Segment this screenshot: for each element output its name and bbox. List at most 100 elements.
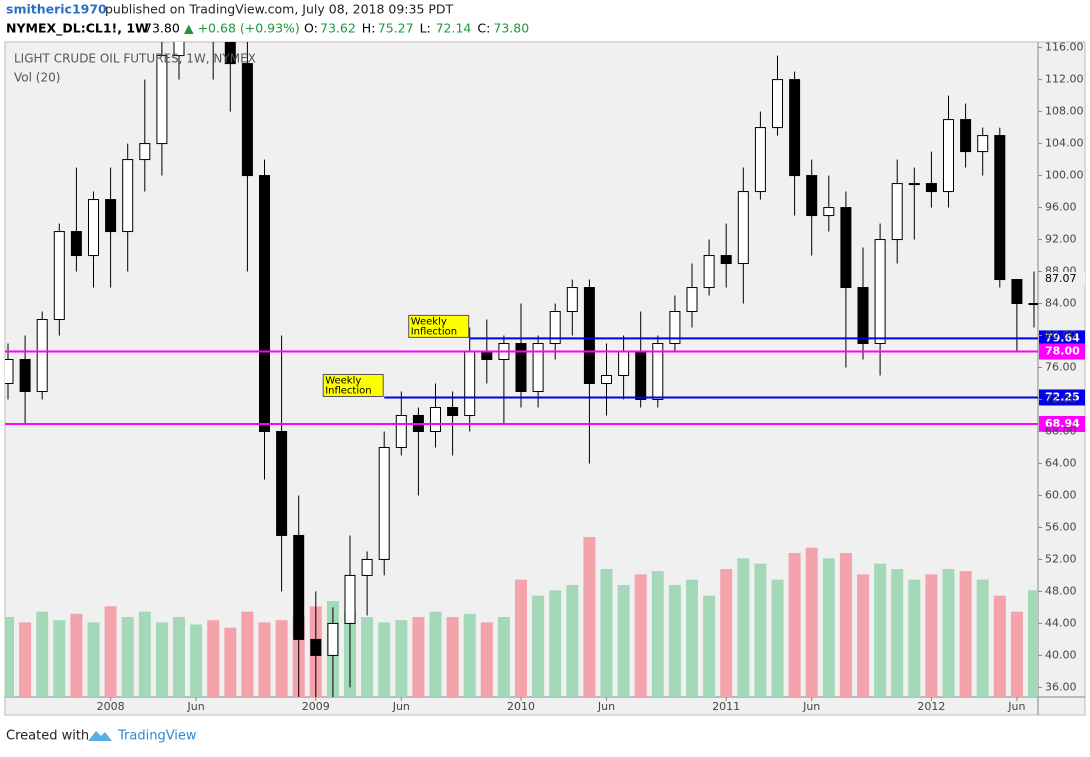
volume-bar	[959, 571, 972, 697]
candle-body	[1028, 303, 1038, 306]
volume-bar	[515, 579, 527, 697]
candle-body	[224, 42, 236, 65]
y-tick-label: 96.00	[1045, 201, 1077, 214]
volume-bar	[839, 553, 852, 697]
candle-body	[293, 534, 305, 640]
y-tick-label: 80.00	[1045, 329, 1077, 342]
author[interactable]: smitheric1970	[6, 2, 107, 17]
candle-body	[874, 239, 886, 345]
price-line-label: 72.25	[1045, 390, 1080, 403]
candle-body	[327, 622, 339, 656]
y-tick-label: 116.00	[1045, 41, 1084, 54]
volume-bar	[857, 574, 869, 697]
candle-body	[857, 287, 869, 345]
price-line-label: 68.94	[1045, 417, 1080, 430]
ohlc-label: C:	[477, 21, 490, 36]
candle-body	[156, 55, 168, 145]
candle-body	[840, 207, 852, 289]
last-price-label: 87.07	[1045, 272, 1077, 285]
volume-bar	[805, 547, 818, 697]
axes: 36.00 40.00 44.00 48.00 52.00 56.00 60.00 64.00…	[97, 41, 1085, 713]
candle-body	[686, 287, 698, 313]
volume-bar	[207, 620, 220, 697]
footer-created: Created with	[6, 729, 89, 744]
candle-body	[618, 351, 630, 376]
volume-bar	[190, 624, 203, 697]
y-tick-label: 64.00	[1045, 456, 1077, 469]
volume-bar	[258, 622, 271, 697]
candle-body	[53, 231, 65, 321]
symbol: NYMEX_DL:CL1!, 1W	[6, 21, 149, 37]
volume-bar	[463, 613, 476, 697]
candle-body	[703, 255, 715, 289]
volume-bar	[1028, 590, 1038, 697]
candle-body	[173, 42, 185, 57]
tv-logo	[88, 731, 112, 741]
published: published on TradingView.com, July 08, 2…	[105, 2, 454, 17]
annotation-text: Weekly	[325, 375, 361, 386]
price-line-box	[1039, 389, 1085, 406]
candle-body	[464, 351, 476, 416]
volume-bar	[600, 569, 613, 697]
x-tick-label: 2010	[507, 700, 535, 713]
footer-brand[interactable]: TradingView	[117, 729, 197, 744]
volume-bar	[275, 620, 288, 697]
y-tick-label: 108.00	[1045, 105, 1084, 118]
y-tick-label: 72.00	[1045, 392, 1077, 405]
x-tick-label: Jun	[802, 700, 820, 713]
candle-body	[515, 343, 527, 392]
price-line-label: 78.00	[1045, 345, 1080, 358]
candle-body	[378, 446, 390, 560]
volume-bar	[155, 622, 168, 697]
x-tick-label: Jun	[1007, 700, 1025, 713]
volume-bar	[480, 622, 493, 697]
volume-bar	[925, 574, 938, 697]
volume-bar	[104, 606, 117, 697]
candle-body	[754, 127, 766, 193]
volume-bar	[138, 611, 151, 697]
volume-bar	[549, 590, 562, 697]
x-tick-label: Jun	[187, 700, 205, 713]
volume-bar	[583, 537, 596, 697]
candle-body	[361, 558, 373, 576]
volume-label: Vol (20)	[14, 71, 60, 85]
annotation-box	[322, 373, 384, 397]
candle-body	[532, 343, 544, 392]
ohlc-label: L:	[420, 21, 431, 36]
volume-bar	[173, 617, 185, 697]
y-tick-label: 76.00	[1045, 361, 1077, 374]
x-tick-label: 2008	[97, 700, 125, 713]
price: 73.80	[144, 21, 180, 36]
price-line-box	[1039, 330, 1085, 347]
price-line-label: 79.64	[1045, 331, 1080, 344]
candle-body	[481, 351, 493, 361]
x-tick-label: 2012	[917, 700, 945, 713]
candle-body	[977, 135, 989, 153]
y-tick-label: 92.00	[1045, 233, 1077, 246]
candle-body	[241, 63, 253, 177]
volume-bar	[771, 579, 784, 697]
candle-body	[994, 135, 1006, 281]
last-price-box	[1039, 271, 1085, 286]
y-tick-label: 84.00	[1045, 297, 1077, 310]
y-tick-label: 68.00	[1045, 424, 1077, 437]
y-tick-label: 104.00	[1045, 137, 1084, 150]
chart-background	[4, 41, 1086, 716]
volume-bar	[908, 579, 921, 697]
candle-body	[601, 374, 612, 384]
volume-bar	[412, 617, 425, 697]
candle-body	[566, 287, 578, 313]
candle-body	[139, 143, 151, 161]
x-tick-label: 2009	[302, 700, 330, 713]
annotation-text: Inflection	[411, 326, 457, 337]
y-tick-label: 100.00	[1045, 169, 1084, 182]
volume-bar	[942, 569, 955, 697]
annotation-text: Inflection	[325, 385, 371, 396]
volume-bar	[378, 622, 391, 697]
change: ▲ +0.68 (+0.93%)	[184, 21, 300, 36]
candle-body	[806, 175, 818, 217]
candle-body	[925, 183, 937, 193]
volume-bar	[686, 579, 698, 697]
ohlc-value: 75.27	[378, 21, 414, 36]
volume-bar	[566, 585, 579, 697]
